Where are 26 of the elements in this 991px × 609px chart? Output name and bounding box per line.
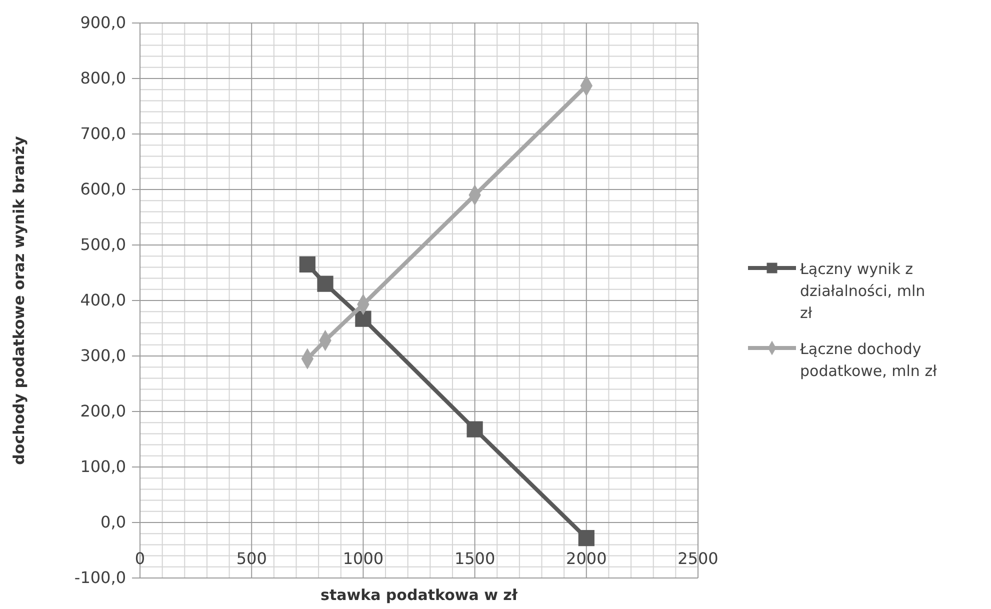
y-axis-title: dochody podatkowe oraz wynik branży	[10, 136, 28, 465]
point	[317, 276, 334, 292]
y-tick-label: 0,0	[100, 512, 126, 532]
x-axis-title: stawka podatkowa w zł	[320, 586, 518, 604]
y-tick-label: 200,0	[80, 402, 126, 421]
x-tick-label: 1000	[342, 548, 384, 568]
point	[299, 256, 316, 272]
y-tick-label: 800,0	[80, 68, 126, 88]
y-tick-label: -100,0	[74, 568, 126, 588]
y-tick-label: 400,0	[80, 290, 126, 310]
x-tick-label: 1500	[454, 548, 496, 568]
y-tick-label: 300,0	[80, 346, 126, 366]
x-tick-label: 0	[134, 548, 146, 568]
x-tick-label: 2500	[678, 548, 718, 568]
point	[355, 310, 372, 327]
y-tick-label: 900,0	[80, 13, 126, 32]
y-tick-label: 500,0	[80, 235, 126, 254]
legend-label: Łączne dochody podatkowe, mln zł	[799, 340, 938, 380]
legend-label: Łączny wynik z działalności, mln zł	[799, 260, 926, 322]
y-tick-label: 100,0	[80, 457, 126, 476]
y-tick-label: 700,0	[80, 124, 126, 144]
point	[466, 421, 483, 438]
x-tick-label: 500	[236, 548, 267, 568]
y-tick-label: 600,0	[80, 180, 126, 199]
x-tick-label: 2000	[566, 548, 607, 568]
point	[578, 530, 594, 546]
